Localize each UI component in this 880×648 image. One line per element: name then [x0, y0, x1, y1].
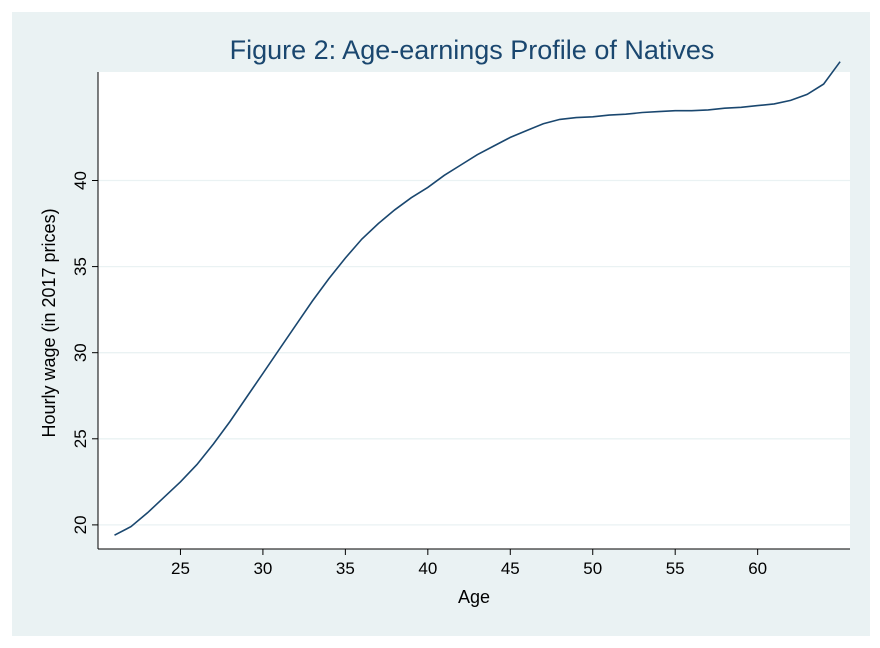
data-point [806, 93, 809, 96]
data-point [641, 111, 644, 114]
data-point [327, 277, 330, 280]
y-tick-label: 40 [71, 171, 90, 190]
data-point [839, 60, 842, 63]
x-tick-label: 55 [666, 559, 685, 578]
data-point [707, 108, 710, 111]
series-line-earnings [114, 61, 841, 536]
data-point [212, 442, 215, 445]
y-tick-label: 25 [71, 429, 90, 448]
data-point [624, 113, 627, 116]
data-point [113, 534, 116, 537]
x-tick-label: 30 [253, 559, 272, 578]
chart-frame: Figure 2: Age-earnings Profile of Native… [12, 12, 870, 636]
data-point [740, 106, 743, 109]
data-point [756, 104, 759, 107]
x-tick-label: 25 [171, 559, 190, 578]
data-point [789, 99, 792, 102]
data-point [311, 300, 314, 303]
y-tick-labels: 20 25 30 35 40 [71, 171, 90, 534]
y-axis-label: Hourly wage (in 2017 prices) [39, 208, 59, 437]
data-point [459, 163, 462, 166]
data-point [245, 396, 248, 399]
data-point [822, 83, 825, 86]
data-point [773, 102, 776, 105]
data-point [591, 115, 594, 118]
y-tick-label: 35 [71, 257, 90, 276]
data-point [360, 238, 363, 241]
data-point [443, 174, 446, 177]
data-point [278, 348, 281, 351]
data-point [294, 324, 297, 327]
data-point [426, 186, 429, 189]
data-point [377, 222, 380, 225]
data-point [690, 109, 693, 112]
data-point [195, 463, 198, 466]
chart: Figure 2: Age-earnings Profile of Native… [39, 35, 850, 607]
x-tick-label: 50 [583, 559, 602, 578]
data-point [476, 153, 479, 156]
x-tick-label: 40 [418, 559, 437, 578]
x-tick-labels: 25 30 35 40 45 50 55 60 [171, 559, 767, 578]
y-tick-label: 30 [71, 343, 90, 362]
data-point [228, 420, 231, 423]
data-point [509, 136, 512, 139]
data-point [608, 114, 611, 117]
x-axis-label: Age [458, 587, 490, 607]
data-point [492, 145, 495, 148]
data-point [393, 208, 396, 211]
x-tick-label: 35 [336, 559, 355, 578]
data-point [179, 480, 182, 483]
data-point [542, 122, 545, 125]
data-point [657, 110, 660, 113]
data-point [261, 372, 264, 375]
chart-title: Figure 2: Age-earnings Profile of Native… [230, 35, 715, 65]
data-point [525, 129, 528, 132]
data-point [558, 118, 561, 121]
data-point [723, 107, 726, 110]
data-point [344, 256, 347, 259]
x-tick-label: 45 [501, 559, 520, 578]
plot-area [98, 72, 850, 549]
gridlines [98, 179, 850, 526]
data-point [674, 109, 677, 112]
data-point [410, 196, 413, 199]
data-point [146, 511, 149, 514]
data-point [129, 525, 132, 528]
data-point [162, 496, 165, 499]
axes [92, 72, 850, 555]
y-tick-label: 20 [71, 515, 90, 534]
data-point [575, 116, 578, 119]
x-tick-label: 60 [748, 559, 767, 578]
